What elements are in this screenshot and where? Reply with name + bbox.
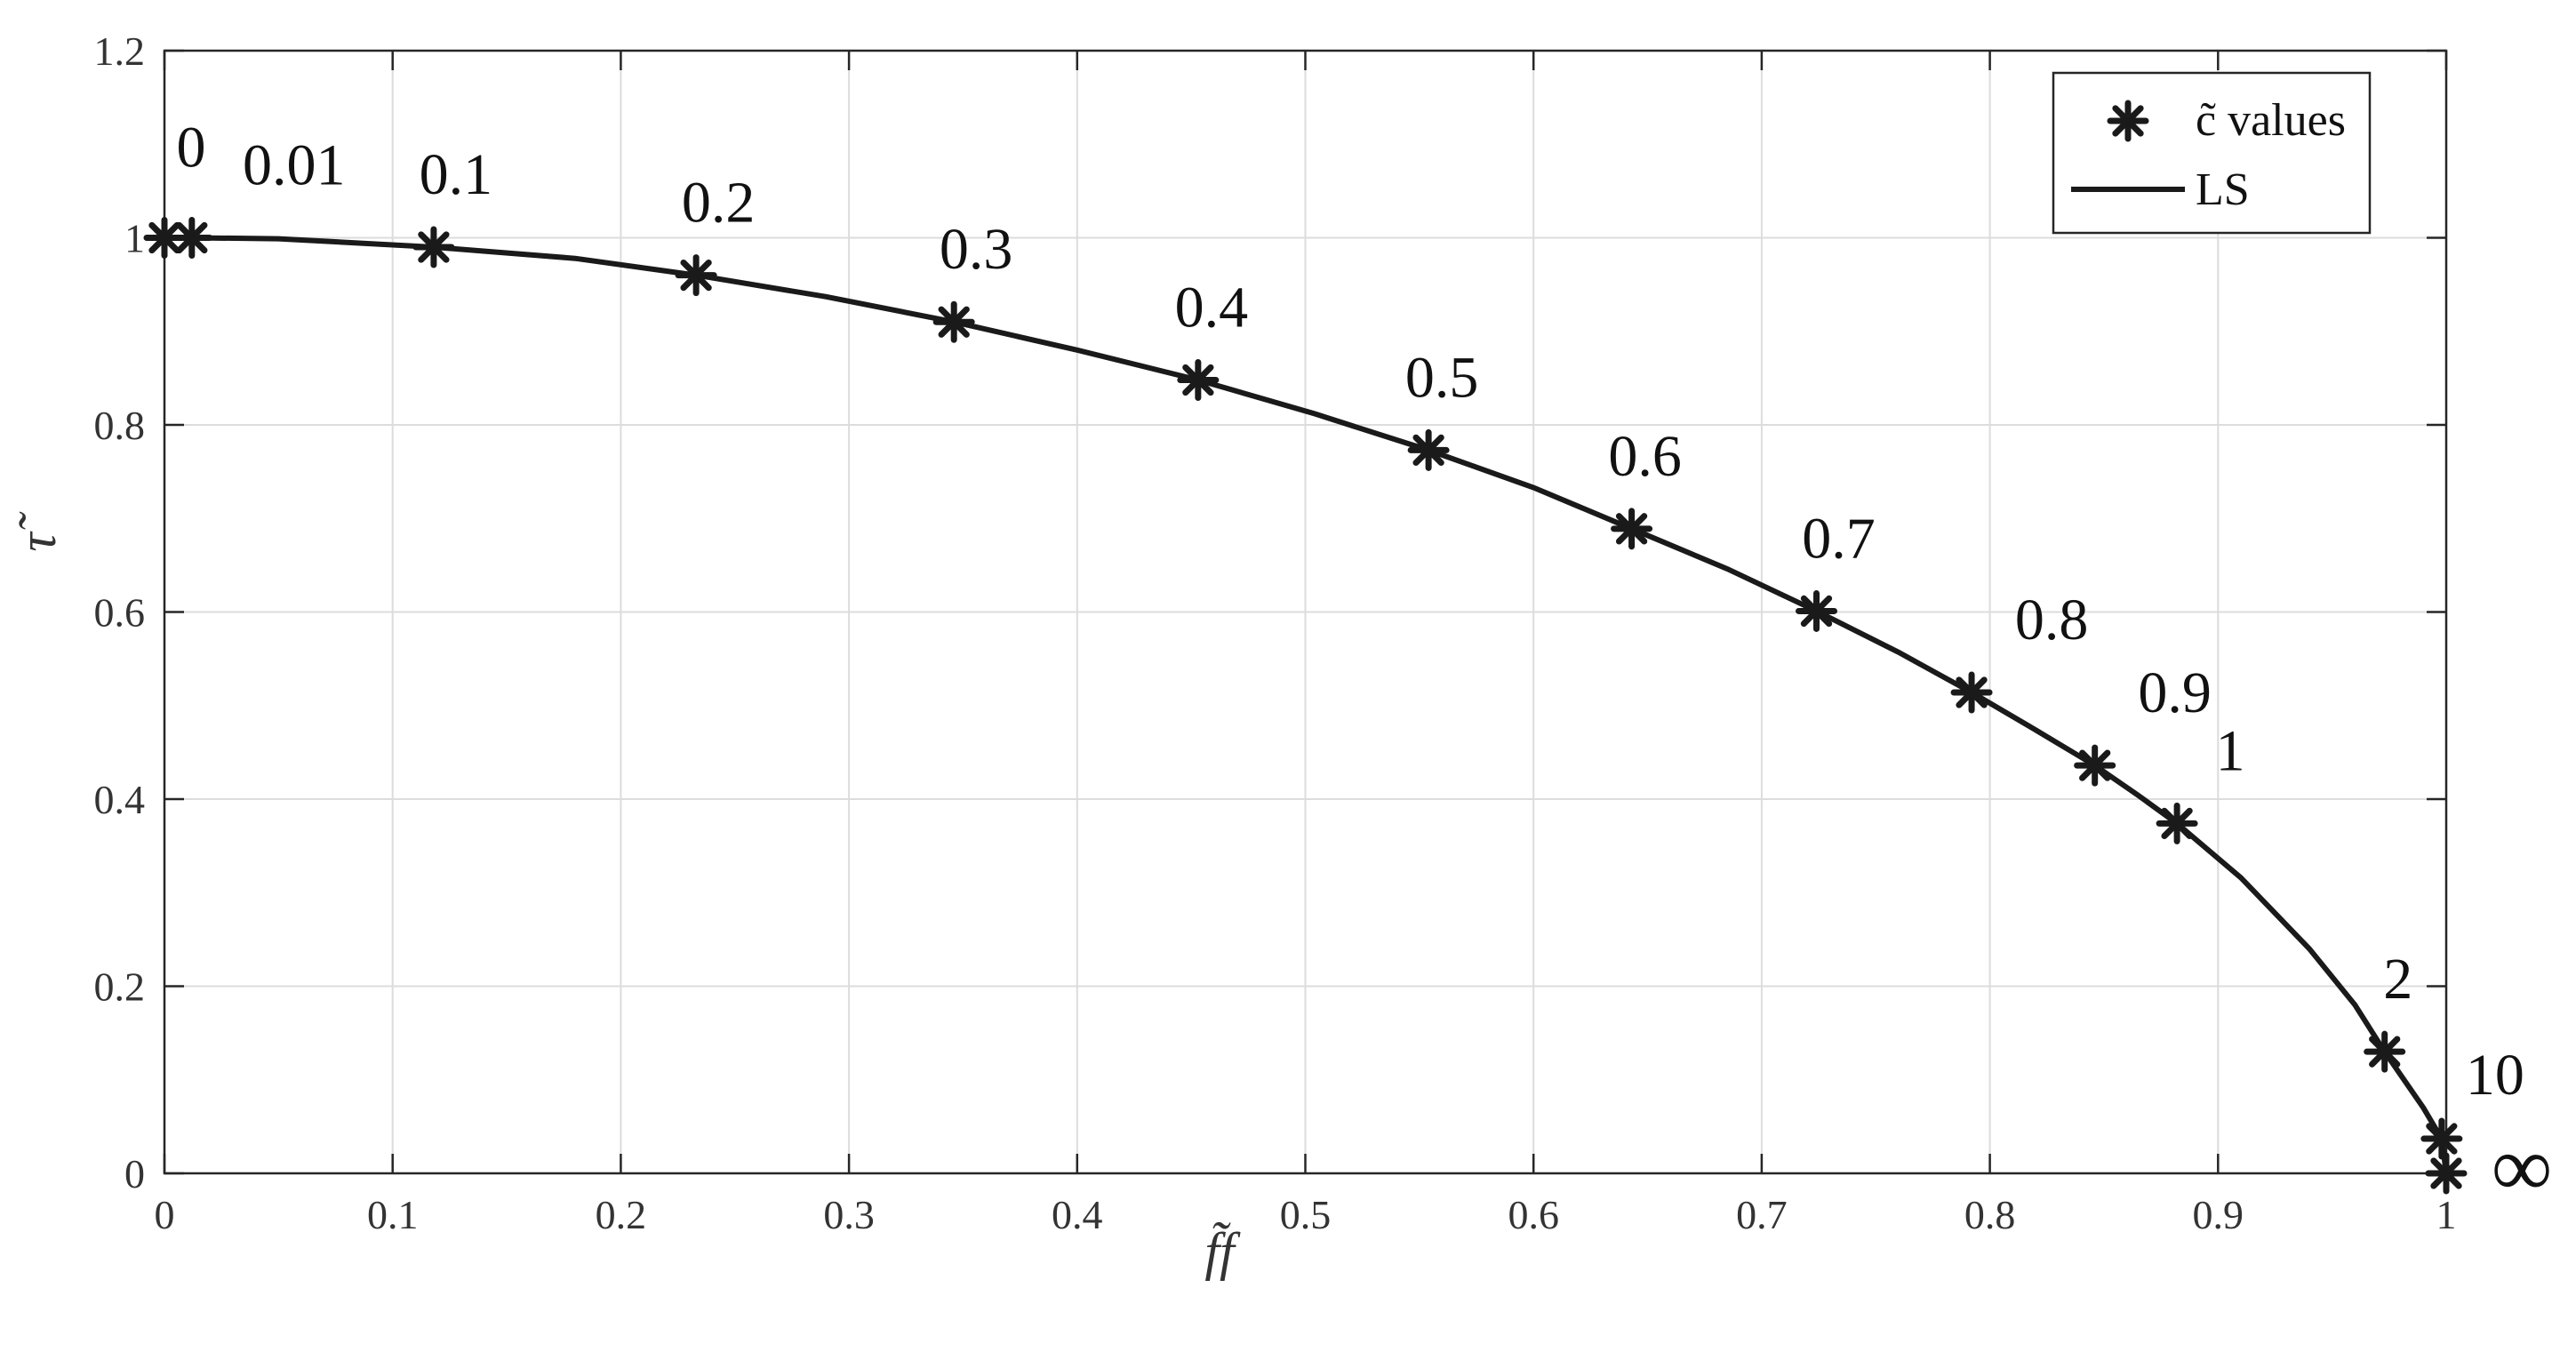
c-value-marker (675, 254, 717, 297)
x-tick-label: 0.9 (2193, 1192, 2244, 1237)
c-value-labels: 0 0.01 0.1 0.2 0.3 0.4 0.5 0.6 0.7 0.8 0.91 2 10 ∞ (177, 116, 2553, 1215)
c-value-label: 0.01 (243, 133, 346, 198)
legend: c̃ values LS (2052, 71, 2372, 235)
c-value-label: 0.5 (1405, 345, 1479, 410)
x-tick-label: 1 (2436, 1192, 2457, 1237)
c-value-label: 0.3 (940, 217, 1013, 282)
ls-curve (164, 235, 2449, 1174)
legend-box (2052, 71, 2372, 235)
legend-asterisk-icon (2107, 100, 2149, 142)
c-value-label: 0.9 (2138, 660, 2212, 725)
c-value-label: 0.4 (1175, 275, 1249, 340)
x-tick-label: 0.8 (1964, 1192, 2016, 1237)
c-value-marker (2364, 1030, 2406, 1073)
x-tick-label: 0.2 (596, 1192, 647, 1237)
c-value-marker (2425, 1152, 2468, 1195)
y-tick-label: 0.8 (94, 403, 146, 448)
y-tick-label: 0.2 (94, 964, 146, 1010)
c-value-marker (932, 300, 975, 343)
c-value-marker (1177, 358, 1220, 401)
legend-label-line: LS (2196, 164, 2250, 215)
c-value-label: 1 (2216, 718, 2245, 783)
y-tick-labels: 0 0.2 0.4 0.6 0.8 1 1.2 (94, 28, 146, 1196)
c-value-label: 0.6 (1608, 424, 1682, 489)
c-value-label: 0 (177, 116, 206, 180)
y-tick-label: 0.6 (94, 590, 146, 636)
c-value-label: 0.8 (2015, 588, 2089, 652)
c-value-marker (2156, 802, 2198, 844)
x-tick-label: 0.6 (1508, 1192, 1559, 1237)
c-value-marker (2420, 1117, 2463, 1160)
x-tick-labels: 0 0.1 0.2 0.3 0.4 0.5 0.6 0.7 0.8 0.9 1 (155, 1192, 2457, 1237)
c-value-marker (412, 226, 455, 268)
y-tick-label: 1.2 (94, 28, 146, 74)
x-tick-label: 0.1 (367, 1192, 419, 1237)
c-value-marker (1950, 671, 1993, 714)
c-value-marker (171, 217, 213, 259)
c-value-marker (2074, 744, 2116, 787)
x-tick-label: 0 (155, 1192, 175, 1237)
x-tick-label: 0.7 (1736, 1192, 1788, 1237)
x-tick-label: 0.4 (1052, 1192, 1103, 1237)
axis-ticks (163, 49, 2448, 1175)
c-value-marker (1611, 508, 1653, 550)
legend-label-markers: c̃ values (2196, 95, 2346, 146)
c-value-markers (143, 217, 2468, 1195)
y-tick-label: 0.4 (94, 777, 146, 822)
x-tick-label: 0.5 (1280, 1192, 1332, 1237)
c-value-label: ∞ (2492, 1119, 2552, 1214)
c-value-marker (1796, 589, 1838, 632)
c-value-label: 0.1 (420, 142, 493, 207)
c-value-label: 10 (2466, 1043, 2524, 1108)
c-value-label: 2 (2383, 947, 2412, 1012)
legend-marker-icon (2107, 100, 2149, 142)
y-tick-label: 1 (124, 216, 145, 261)
c-value-label: 0.7 (1802, 506, 1876, 571)
c-value-marker (1407, 428, 1450, 471)
c-value-label: 0.2 (682, 171, 756, 236)
x-tick-label: 0.3 (823, 1192, 875, 1237)
y-tick-label: 0 (124, 1151, 145, 1196)
